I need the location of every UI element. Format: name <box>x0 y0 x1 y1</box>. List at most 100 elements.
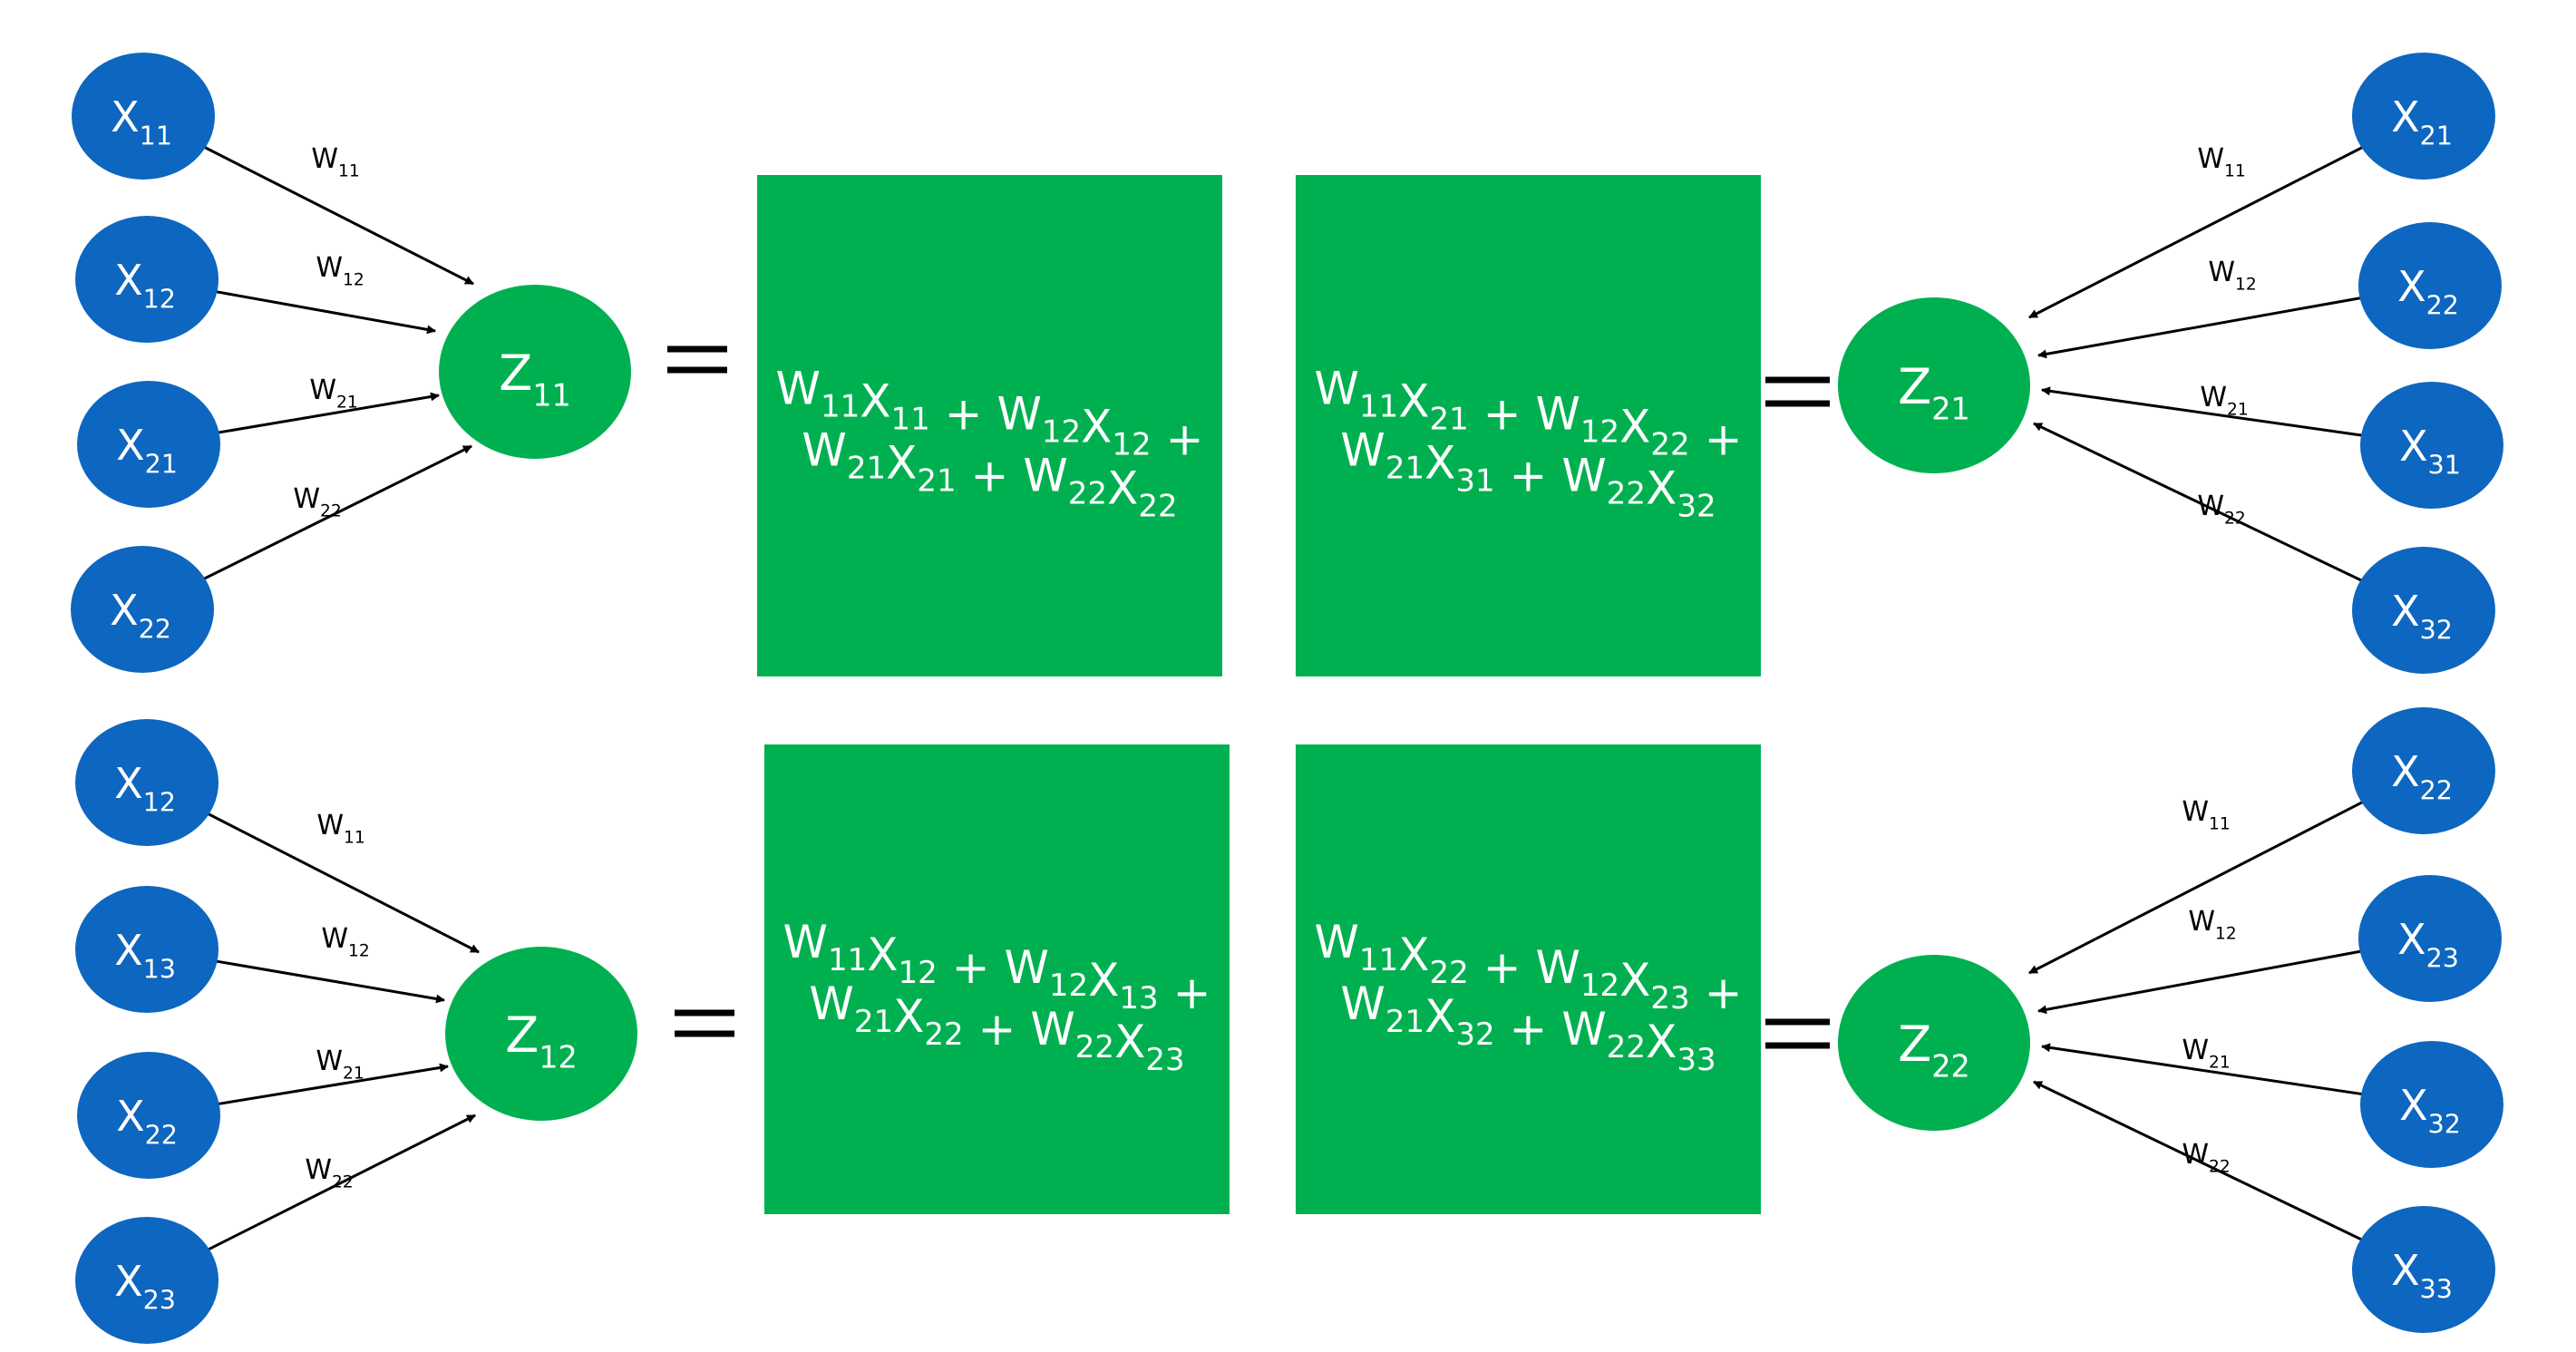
input-node-label: X22 <box>2397 262 2459 321</box>
equation-box-z22: W11X22 + W12X23 + W21X32 + W22X33 <box>1296 744 1761 1214</box>
input-node-z21-0: X21 <box>2352 53 2495 180</box>
input-node-circle <box>2360 382 2503 509</box>
output-node-label: Z11 <box>499 345 571 413</box>
output-node-z12: Z12 <box>445 947 637 1121</box>
equation-box-rect <box>1296 744 1761 1214</box>
input-node-circle <box>2352 707 2495 834</box>
output-node-circle <box>1838 297 2030 473</box>
equals-sign-z11 <box>667 345 727 374</box>
input-node-z11-0: X11 <box>72 53 215 180</box>
edge-z22-1 <box>2037 949 2361 1015</box>
edge-z11-2 <box>218 392 440 434</box>
input-node-z11-3: X22 <box>71 546 214 673</box>
edge-z21-3 <box>2033 422 2363 582</box>
edge-z22-2 <box>2041 1043 2363 1096</box>
weight-label-z12-1: W12 <box>321 923 369 961</box>
input-node-label: X11 <box>111 92 172 151</box>
edge-z22-0 <box>2028 801 2364 975</box>
output-node-circle <box>439 285 631 459</box>
weight-label-z11-1: W12 <box>316 252 364 290</box>
equation-line-1: W11X21 + W12X22 + <box>1315 363 1743 466</box>
input-node-circle <box>75 216 219 343</box>
equation-box-z12: W11X12 + W12X13 + W21X22 + W22X23 <box>764 744 1230 1214</box>
edge-z11-1 <box>216 290 436 335</box>
output-node-circle <box>1838 955 2030 1131</box>
input-node-circle <box>75 1217 219 1344</box>
equation-line-2: W21X22 + W22X23 <box>809 978 1184 1078</box>
weight-label-z21-3: W22 <box>2197 491 2245 529</box>
input-node-label: X32 <box>2391 587 2453 646</box>
input-node-circle <box>2360 1041 2503 1168</box>
input-node-z22-3: X33 <box>2352 1206 2495 1333</box>
equation-box-rect <box>1296 175 1761 676</box>
weight-label-z22-0: W11 <box>2182 796 2230 834</box>
input-node-label: X23 <box>114 1257 176 1316</box>
input-node-z21-3: X32 <box>2352 547 2495 674</box>
edge-z12-0 <box>207 812 480 954</box>
output-node-label: Z12 <box>505 1007 578 1075</box>
weight-label-z12-2: W21 <box>316 1046 364 1084</box>
input-node-z22-2: X32 <box>2360 1041 2503 1168</box>
equation-line-2: W21X32 + W22X33 <box>1340 978 1716 1078</box>
weight-label-z22-2: W21 <box>2182 1035 2230 1073</box>
equation-boxes-layer: W11X11 + W12X12 + W21X21 + W22X22 W11X21 … <box>757 175 1761 1214</box>
input-node-label: X22 <box>110 586 171 645</box>
input-node-label: X31 <box>2399 422 2461 481</box>
equation-line-2: W21X21 + W22X22 <box>802 424 1177 525</box>
weight-label-z12-0: W11 <box>316 810 365 848</box>
edge-z11-0 <box>203 145 474 286</box>
edge-z11-3 <box>203 444 472 580</box>
input-node-z21-2: X31 <box>2360 382 2503 509</box>
input-node-label: X12 <box>114 759 176 818</box>
input-node-z22-0: X22 <box>2352 707 2495 834</box>
input-node-label: X32 <box>2399 1081 2461 1140</box>
edge-z21-1 <box>2037 297 2361 359</box>
weight-label-z22-3: W22 <box>2182 1139 2230 1177</box>
equation-line-1: W11X12 + W12X13 + <box>783 916 1211 1019</box>
edges-layer: W11 W12 W21 W22 W11 W12 W21 W22 W11 W12 W21 W22 W11 W… <box>203 143 2364 1251</box>
weight-label-z21-0: W11 <box>2197 143 2245 181</box>
input-node-label: X21 <box>2391 92 2453 151</box>
input-node-circle <box>2352 1206 2495 1333</box>
edge-z12-3 <box>207 1114 476 1251</box>
input-node-label: X23 <box>2397 915 2459 974</box>
input-node-circle <box>77 381 220 508</box>
weight-label-z21-2: W21 <box>2200 382 2248 420</box>
equation-box-rect <box>764 744 1230 1214</box>
input-node-z11-1: X12 <box>75 216 219 343</box>
input-node-z11-2: X21 <box>77 381 220 508</box>
edge-z12-1 <box>216 959 445 1004</box>
weight-label-z11-2: W21 <box>309 374 357 413</box>
input-node-z12-0: X12 <box>75 719 219 846</box>
input-node-label: X22 <box>116 1092 178 1151</box>
output-node-z21: Z21 <box>1838 297 2030 473</box>
equation-line-1: W11X22 + W12X23 + <box>1315 916 1743 1019</box>
input-node-circle <box>2358 222 2502 349</box>
input-node-circle <box>77 1052 220 1179</box>
equation-line-2: W21X31 + W22X32 <box>1340 424 1716 525</box>
input-node-label: X12 <box>114 256 176 315</box>
weight-label-z21-1: W12 <box>2208 257 2256 295</box>
edge-z22-3 <box>2033 1080 2363 1241</box>
weight-label-z11-3: W22 <box>293 483 341 521</box>
input-node-circle <box>75 719 219 846</box>
input-node-circle <box>2352 547 2495 674</box>
input-node-label: X22 <box>2391 747 2453 806</box>
input-node-z12-1: X13 <box>75 886 219 1013</box>
edge-z12-2 <box>218 1063 449 1105</box>
weight-label-z12-3: W22 <box>305 1154 353 1192</box>
input-node-z12-2: X22 <box>77 1052 220 1179</box>
input-node-z21-1: X22 <box>2358 222 2502 349</box>
input-node-circle <box>2358 875 2502 1002</box>
input-node-circle <box>2352 53 2495 180</box>
input-node-label: X21 <box>116 421 178 480</box>
input-node-circle <box>75 886 219 1013</box>
output-node-circle <box>445 947 637 1121</box>
equals-sign-z12 <box>675 1009 734 1037</box>
equals-sign-z22 <box>1765 1018 1830 1049</box>
equation-box-z11: W11X11 + W12X12 + W21X21 + W22X22 <box>757 175 1222 676</box>
edge-z21-2 <box>2041 386 2363 437</box>
output-node-label: Z21 <box>1898 358 1970 426</box>
equals-sign-z21 <box>1765 376 1830 407</box>
nodes-layer: X11 X12 X21 X22 Z11 X21 X22 X31 X32 Z21 X12 X13 X22 X… <box>71 53 2503 1344</box>
